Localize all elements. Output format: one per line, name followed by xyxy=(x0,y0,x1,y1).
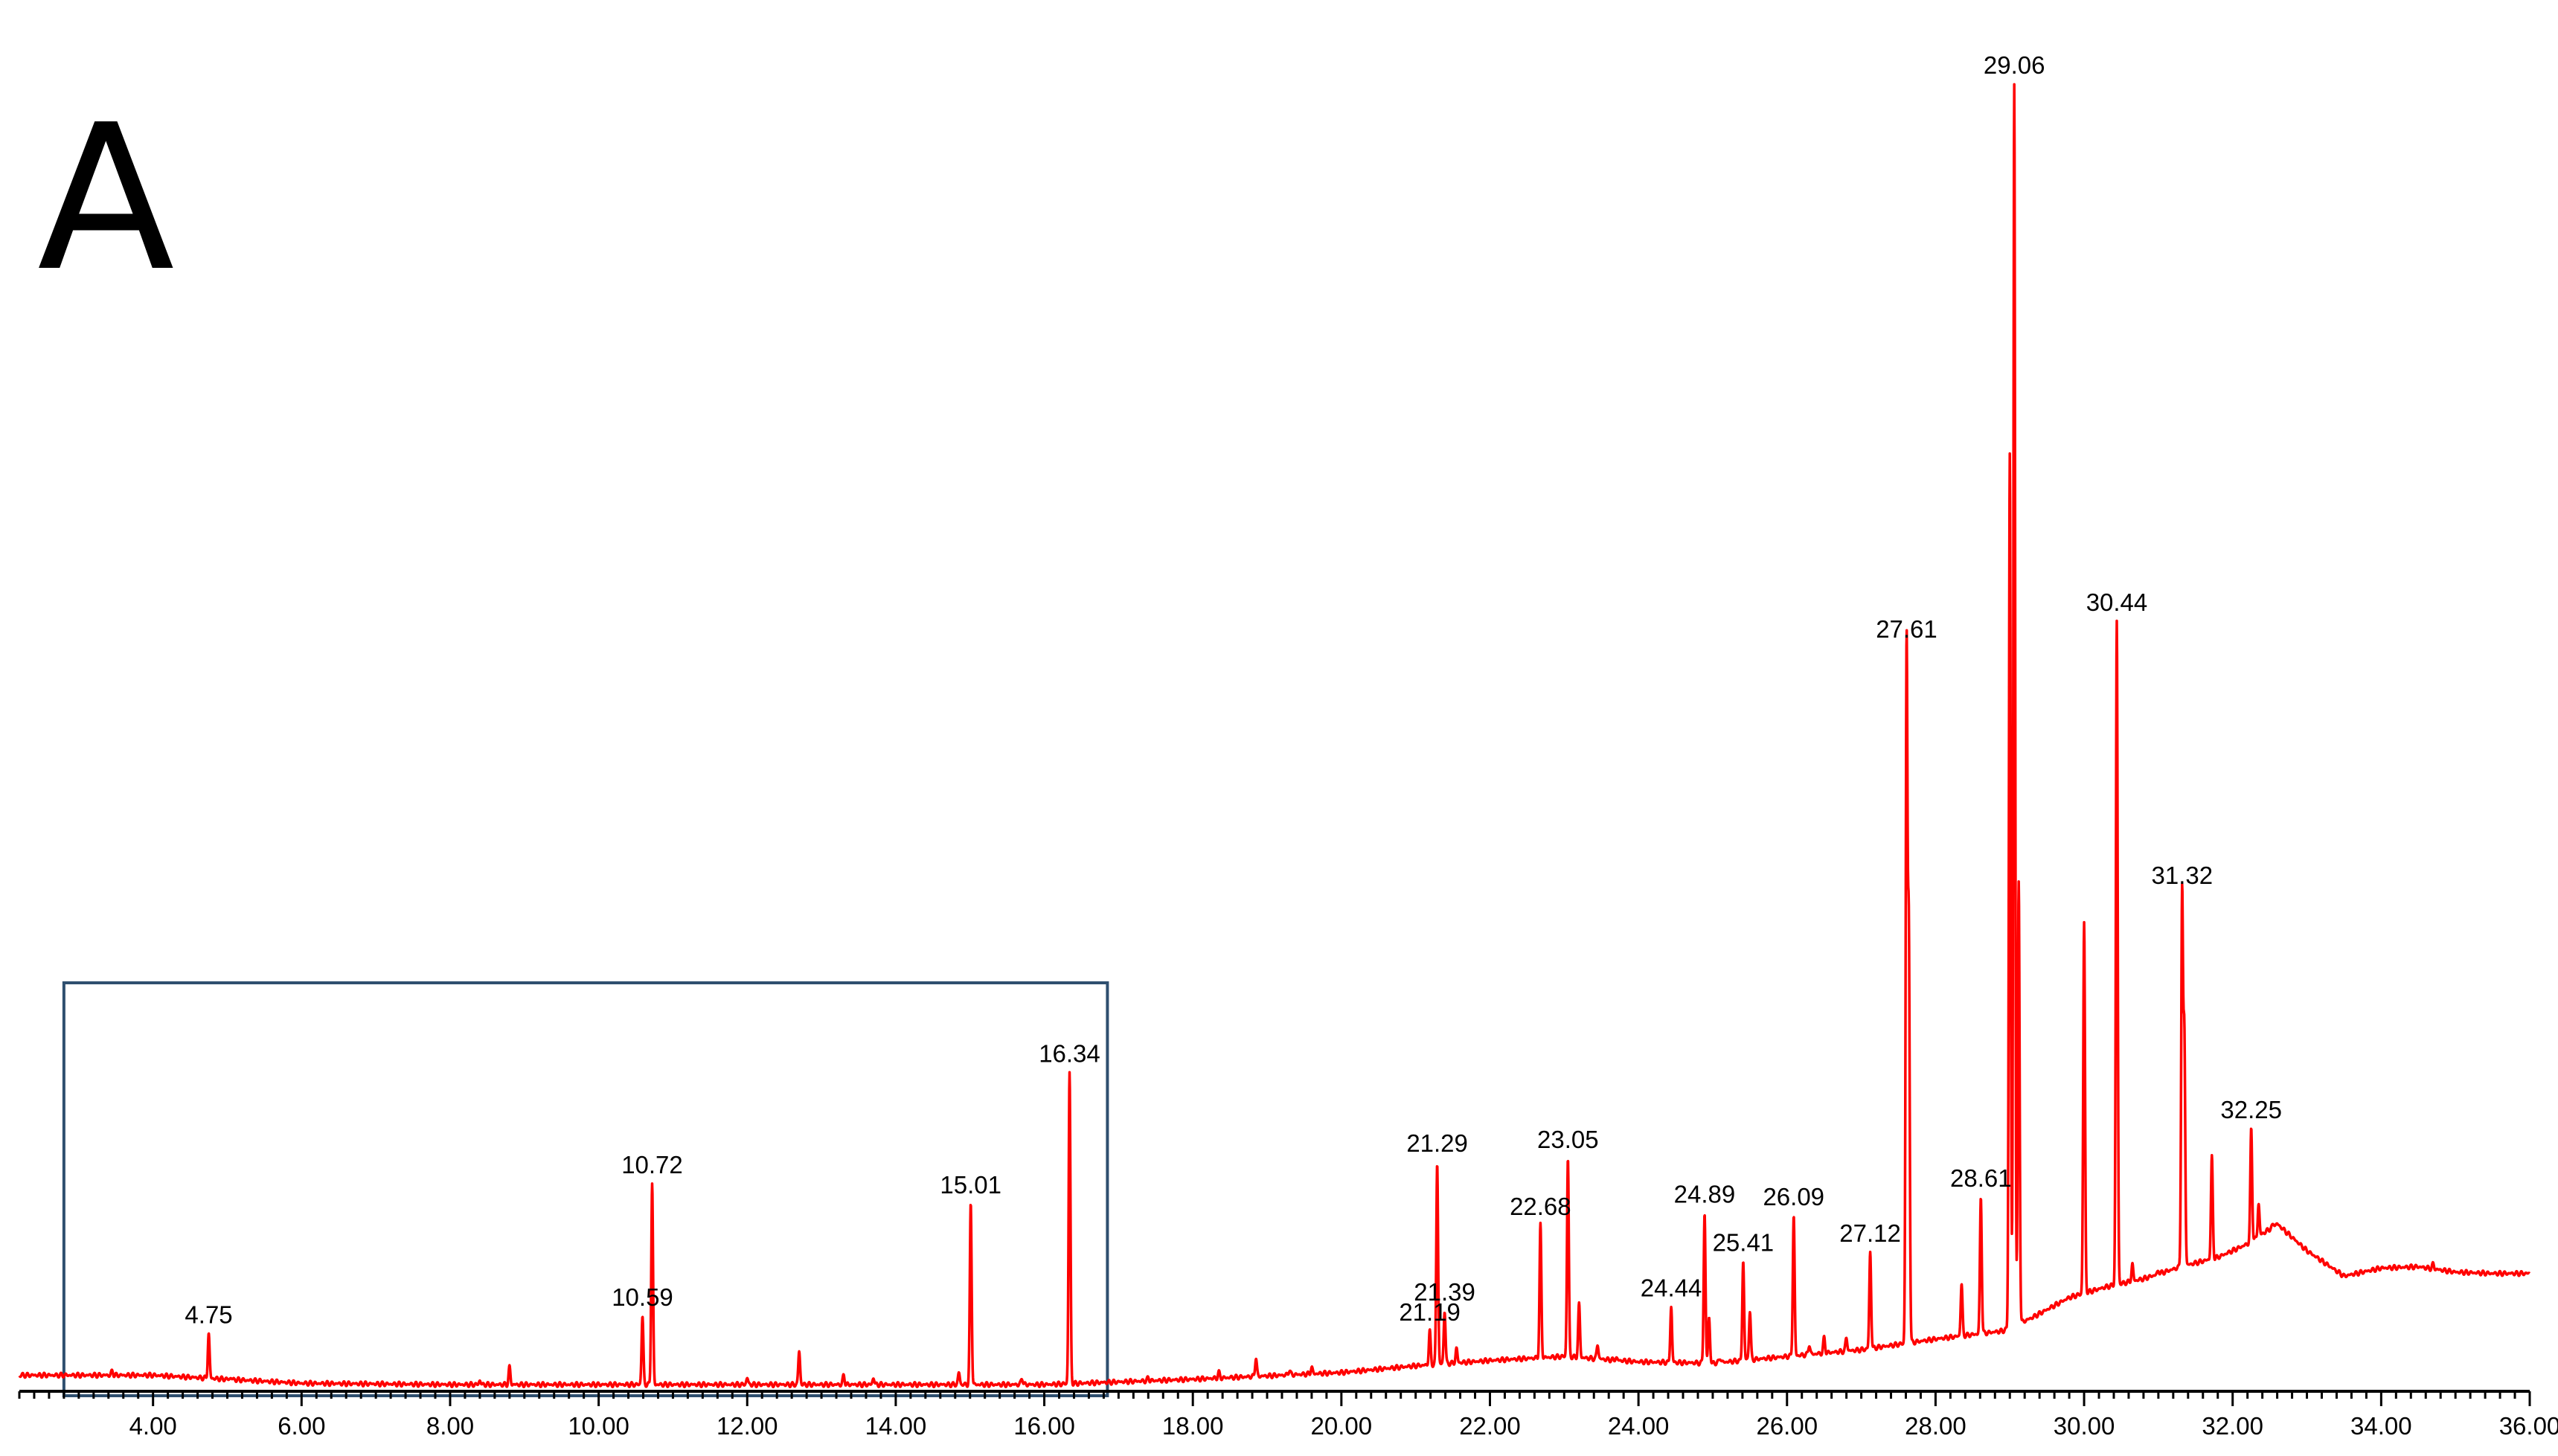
peak-label: 32.25 xyxy=(2220,1096,2282,1123)
peak-label: 25.41 xyxy=(1713,1228,1775,1256)
peak-label: 24.89 xyxy=(1674,1181,1736,1208)
peak-label: 21.29 xyxy=(1406,1129,1468,1157)
peak-label: 16.34 xyxy=(1039,1040,1100,1068)
x-tick-label: 24.00 xyxy=(1608,1412,1670,1440)
peak-label: 22.68 xyxy=(1510,1193,1571,1220)
x-tick-label: 14.00 xyxy=(865,1412,927,1440)
x-tick-label: 20.00 xyxy=(1311,1412,1373,1440)
x-tick-label: 26.00 xyxy=(1756,1412,1818,1440)
x-tick-label: 16.00 xyxy=(1013,1412,1075,1440)
peak-label: 21.19 xyxy=(1399,1298,1461,1326)
peak-label: 10.59 xyxy=(612,1283,673,1311)
x-tick-label: 10.00 xyxy=(568,1412,629,1440)
x-tick-label: 34.00 xyxy=(2350,1412,2412,1440)
peak-label: 29.06 xyxy=(1984,51,2045,79)
x-tick-label: 8.00 xyxy=(426,1412,474,1440)
x-tick-label: 4.00 xyxy=(129,1412,177,1440)
x-tick-label: 30.00 xyxy=(2054,1412,2115,1440)
x-tick-label: 18.00 xyxy=(1162,1412,1224,1440)
peak-label: 30.44 xyxy=(2086,589,2148,616)
peak-label: 10.72 xyxy=(621,1151,683,1178)
panel-label: A xyxy=(37,81,176,315)
peak-label: 4.75 xyxy=(185,1301,232,1329)
peak-label: 28.61 xyxy=(1950,1164,2012,1192)
x-tick-label: 6.00 xyxy=(278,1412,325,1440)
peak-labels: 4.75 10.59 10.72 15.01 16.34 21.19 21.29 21.39 2… xyxy=(185,51,2282,1328)
peak-label: 26.09 xyxy=(1763,1183,1824,1210)
x-tick-label: 32.00 xyxy=(2202,1412,2263,1440)
x-axis: 4.00 6.00 8.00 10.00 12.00 14.00 16.00 18.00 20.… xyxy=(18,1390,2558,1440)
chromatogram-trace xyxy=(18,83,2531,1388)
x-tick-label: 22.00 xyxy=(1459,1412,1521,1440)
peak-label: 27.61 xyxy=(1876,615,1937,643)
peak-label: 21.39 xyxy=(1414,1278,1475,1306)
peak-label: 27.12 xyxy=(1839,1219,1901,1247)
peak-label: 23.05 xyxy=(1537,1126,1599,1153)
peak-label: 31.32 xyxy=(2152,862,2214,889)
peak-label: 24.44 xyxy=(1641,1274,1702,1302)
x-tick-label: 36.00 xyxy=(2499,1412,2558,1440)
peak-label: 15.01 xyxy=(940,1171,1001,1199)
x-tick-label: 12.00 xyxy=(717,1412,778,1440)
highlight-box xyxy=(62,981,1109,1397)
x-tick-label: 28.00 xyxy=(1905,1412,1966,1440)
